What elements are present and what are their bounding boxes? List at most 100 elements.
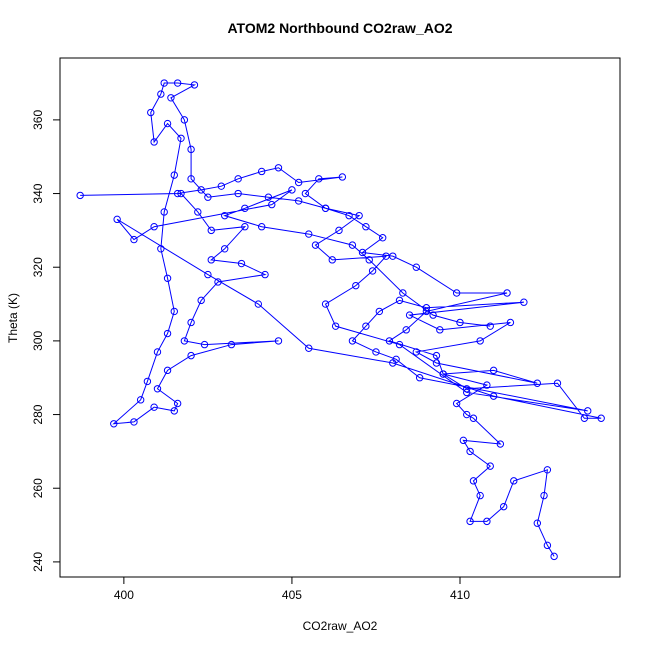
data-point	[459, 436, 468, 445]
data-point	[358, 248, 367, 257]
data-point	[389, 359, 397, 367]
data-point	[160, 79, 168, 87]
data-point	[163, 366, 172, 375]
data-point	[550, 552, 558, 561]
data-point	[321, 204, 330, 212]
data-point	[234, 175, 242, 183]
y-tick-label: 280	[31, 404, 45, 424]
data-point	[399, 289, 407, 297]
y-tick-label: 240	[31, 552, 45, 572]
data-point	[177, 189, 185, 198]
data-point	[187, 175, 195, 183]
data-point	[110, 420, 118, 428]
data-point	[378, 234, 387, 242]
data-point	[257, 167, 266, 176]
data-point	[496, 440, 505, 448]
data-point	[143, 377, 152, 386]
data-point	[385, 337, 394, 345]
data-point	[520, 298, 528, 306]
data-point	[499, 502, 508, 511]
plot-frame	[59, 57, 621, 578]
y-tick-label: 260	[31, 478, 45, 498]
data-point	[506, 318, 515, 327]
data-point	[150, 223, 158, 231]
data-point	[241, 223, 249, 231]
data-point	[584, 407, 592, 415]
data-point	[355, 211, 363, 220]
data-point	[489, 366, 498, 375]
x-tick-label: 405	[282, 588, 302, 602]
data-point	[466, 447, 474, 456]
data-point	[136, 396, 145, 404]
data-point	[204, 193, 212, 201]
data-point	[173, 399, 182, 408]
data-point	[163, 119, 172, 128]
data-point	[476, 337, 484, 345]
data-point	[483, 517, 491, 526]
data-point	[328, 256, 336, 264]
data-point	[345, 211, 353, 220]
data-point	[204, 270, 212, 279]
data-point	[580, 414, 589, 422]
data-point	[597, 414, 605, 422]
data-point	[294, 178, 303, 187]
data-point	[305, 230, 313, 238]
data-point	[214, 278, 222, 286]
x-axis-label: CO2raw_AO2	[303, 619, 378, 633]
data-point	[469, 414, 478, 422]
data-point	[190, 81, 199, 89]
data-point	[274, 164, 283, 172]
data-point	[294, 197, 303, 205]
data-point	[432, 351, 441, 360]
data-point	[194, 208, 202, 216]
chart-title: ATOM2 Northbound CO2raw_AO2	[227, 20, 452, 36]
data-point	[452, 289, 461, 297]
data-point	[315, 175, 323, 183]
data-point	[221, 211, 229, 220]
data-point	[157, 90, 165, 98]
data-point	[237, 259, 246, 268]
data-point	[456, 318, 464, 327]
data-point	[365, 256, 373, 264]
data-point	[261, 270, 269, 279]
data-point	[412, 263, 421, 271]
data-point	[402, 326, 410, 334]
x-tick-label: 400	[114, 588, 134, 602]
data-point	[372, 348, 380, 356]
data-point	[510, 477, 518, 485]
y-tick-label: 320	[31, 257, 45, 277]
data-point	[180, 116, 189, 124]
data-point	[257, 223, 266, 231]
data-point	[348, 241, 357, 249]
data-point	[395, 340, 404, 349]
data-point	[187, 145, 195, 154]
data-point	[348, 337, 357, 345]
data-point	[167, 94, 175, 102]
data-point	[160, 208, 168, 216]
data-point	[241, 204, 249, 212]
data-point	[301, 189, 310, 198]
x-tick-label: 410	[450, 588, 470, 602]
data-point	[553, 379, 562, 387]
data-point	[439, 370, 447, 378]
data-point	[469, 477, 478, 485]
data-point	[412, 348, 421, 356]
data-point	[429, 311, 437, 319]
data-point	[486, 322, 494, 330]
data-point	[113, 215, 121, 224]
data-point	[76, 191, 84, 200]
data-point	[463, 410, 471, 419]
data-point	[173, 79, 182, 87]
data-point	[187, 351, 195, 360]
data-point	[436, 326, 444, 334]
data-point	[432, 359, 441, 367]
data-point	[503, 289, 511, 297]
data-point	[489, 392, 498, 400]
data-point	[130, 418, 138, 426]
data-point	[352, 281, 360, 290]
data-line	[80, 82, 602, 557]
data-point	[150, 138, 158, 146]
data-point	[207, 256, 215, 264]
data-point	[368, 267, 377, 275]
